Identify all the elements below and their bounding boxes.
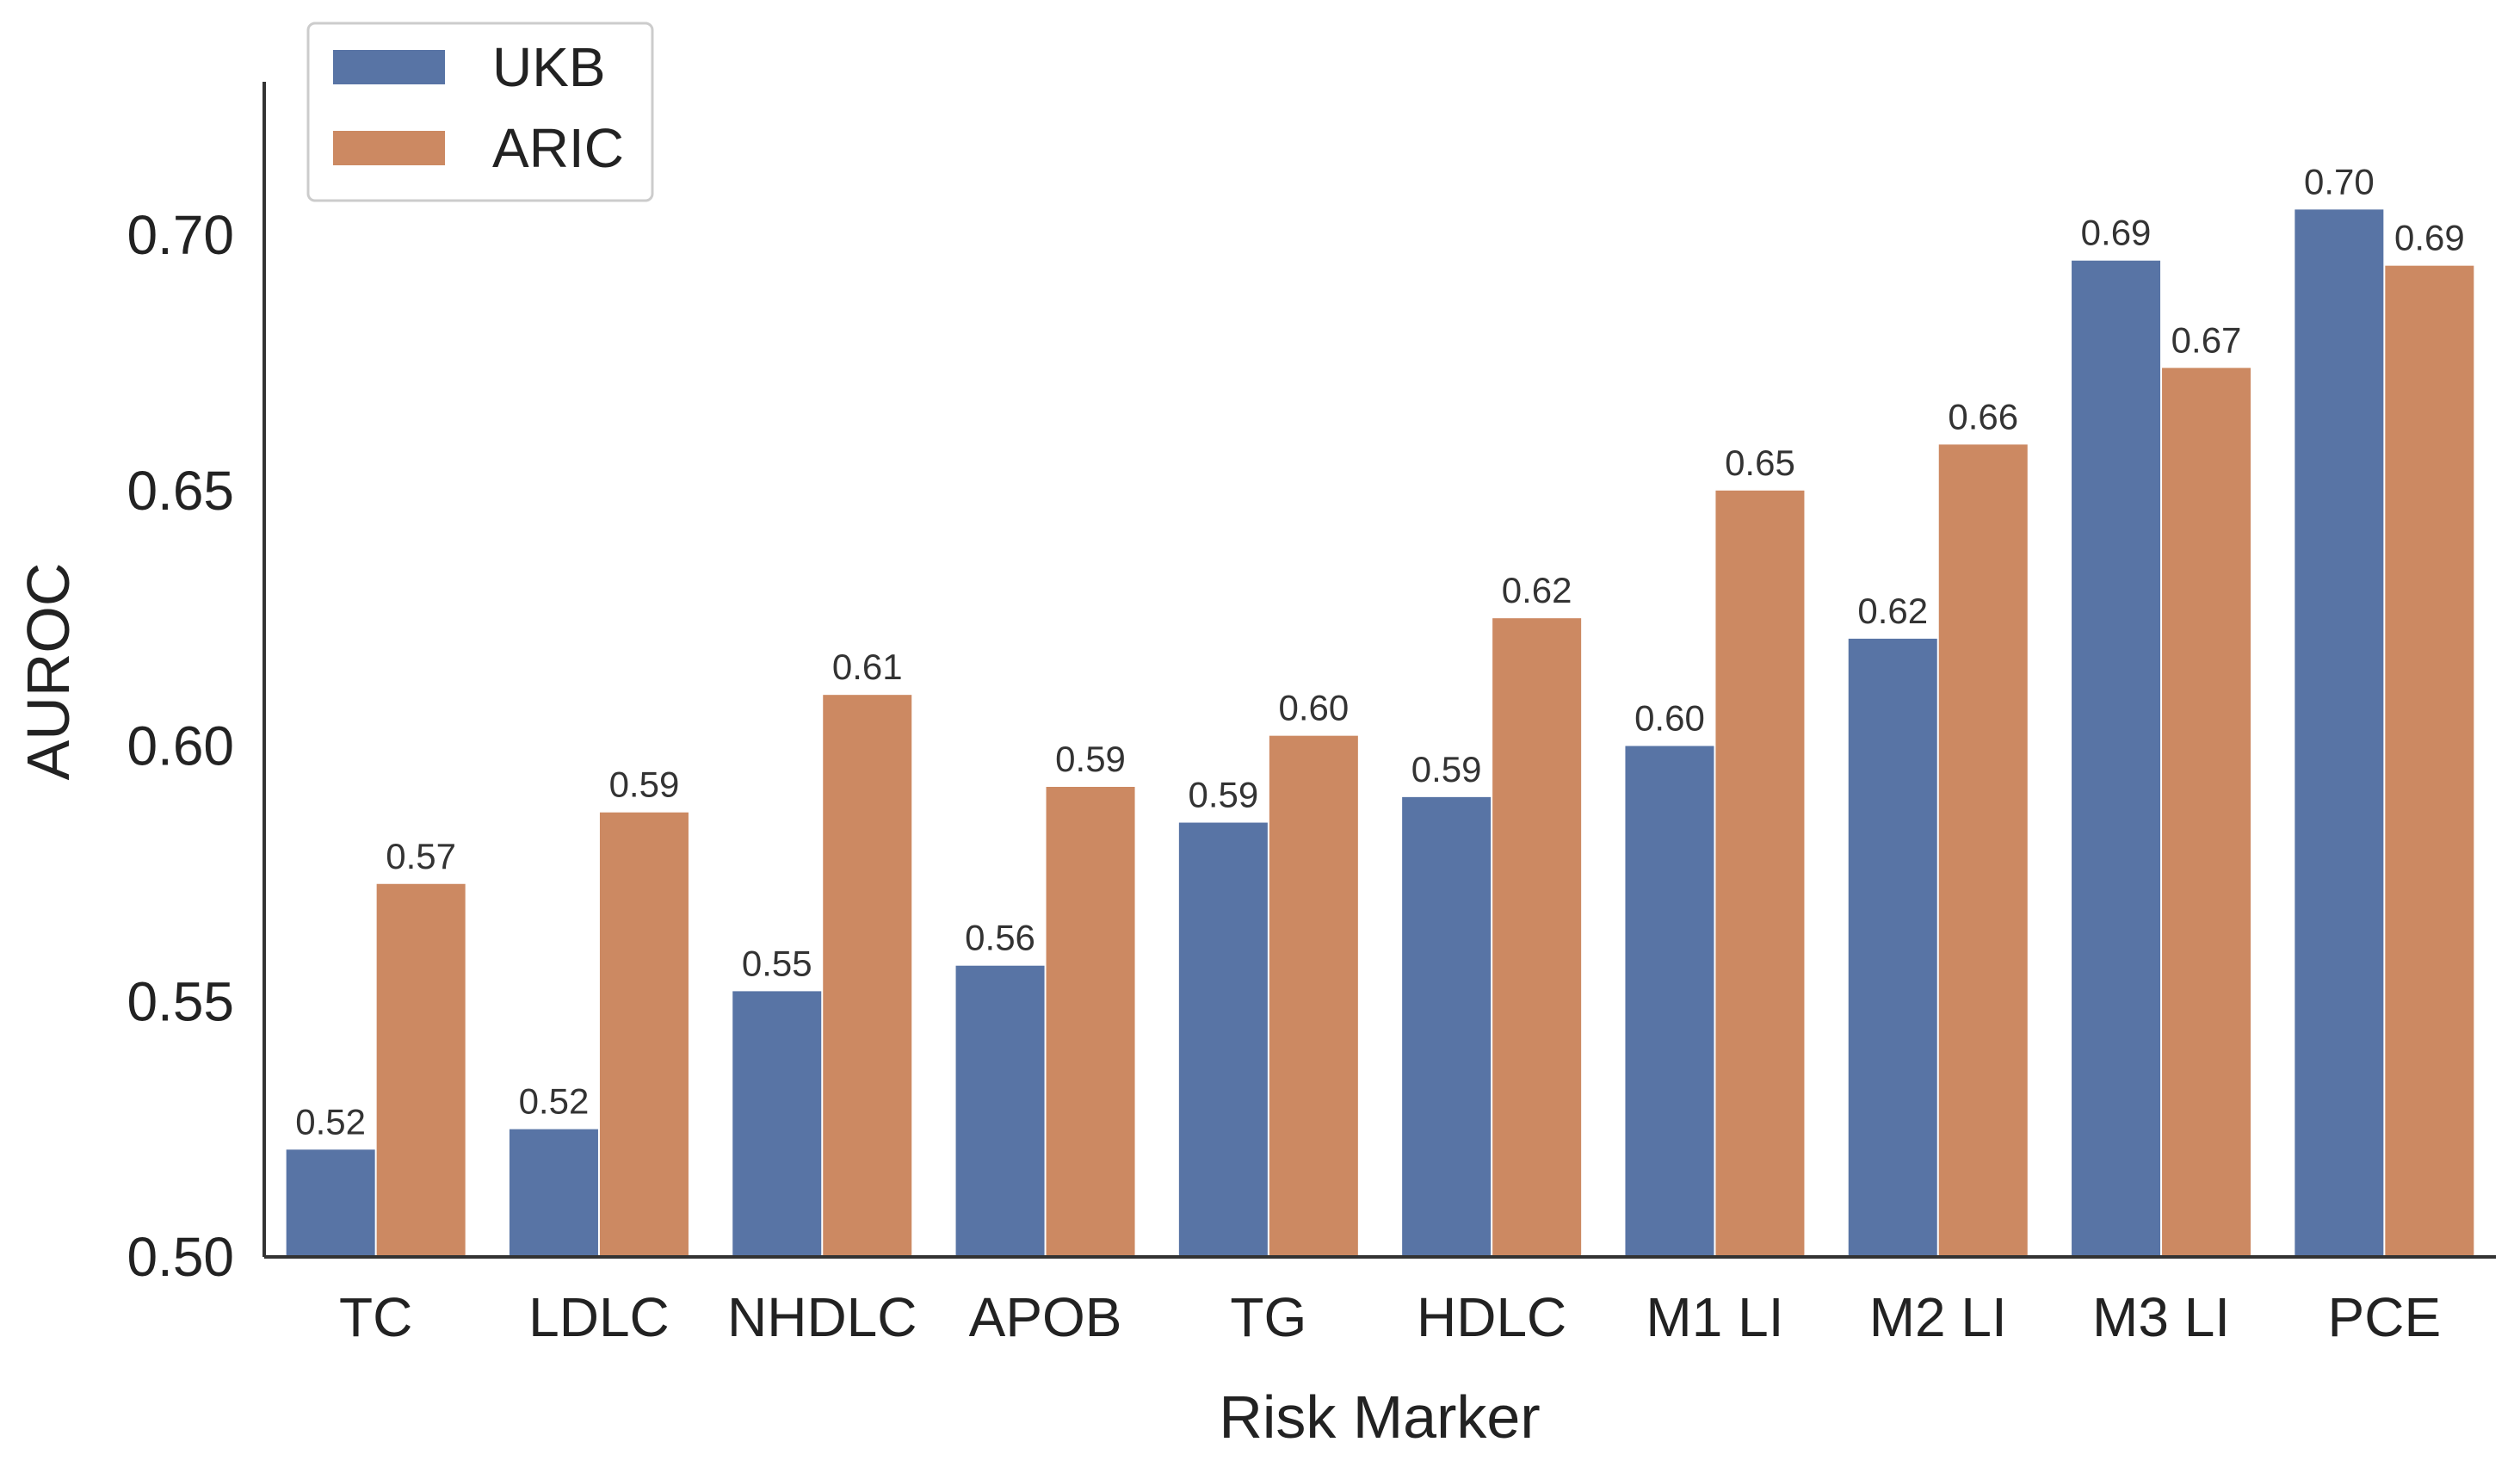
data-label-aric-m1-li: 0.65 <box>1725 443 1795 483</box>
bar-ukb-m1-li <box>1625 746 1714 1257</box>
x-tick-label-tc: TC <box>339 1286 412 1348</box>
data-label-ukb-nhdlc: 0.55 <box>742 943 812 983</box>
legend-swatch-ukb <box>333 50 445 84</box>
data-label-ukb-pce: 0.70 <box>2304 161 2375 201</box>
x-tick-label-m2-li: M2 LI <box>1869 1286 2007 1348</box>
data-label-aric-nhdlc: 0.61 <box>832 647 903 687</box>
bars-layer <box>286 209 2474 1258</box>
bar-ukb-nhdlc <box>732 991 822 1257</box>
bar-aric-apob <box>1046 787 1135 1257</box>
data-label-ukb-apob: 0.56 <box>965 918 1035 958</box>
data-label-aric-m2-li: 0.66 <box>1948 396 2018 436</box>
y-tick-labels: 0.50 0.55 0.60 0.65 0.70 <box>127 204 234 1288</box>
data-label-aric-tg: 0.60 <box>1278 688 1349 728</box>
data-labels-layer: 0.52 0.57 0.52 0.59 0.55 0.61 0.56 0.59 0.59 0.60… <box>295 161 2464 1142</box>
x-tick-label-tg: TG <box>1230 1286 1306 1348</box>
y-tick-label: 0.55 <box>127 970 234 1032</box>
bar-aric-tg <box>1269 735 1358 1257</box>
bar-ukb-tg <box>1178 822 1268 1257</box>
data-label-ukb-m2-li: 0.62 <box>1857 591 1928 631</box>
bar-aric-m1-li <box>1715 490 1805 1257</box>
y-tick-label: 0.70 <box>127 204 234 266</box>
bar-aric-nhdlc <box>823 695 912 1257</box>
bar-aric-m3-li <box>2162 368 2251 1257</box>
bar-aric-pce <box>2385 265 2474 1258</box>
y-axis-title: AUROC <box>15 563 82 781</box>
bar-aric-ldlc <box>599 812 689 1257</box>
x-tick-label-nhdlc: NHDLC <box>727 1286 917 1348</box>
data-label-ukb-tg: 0.59 <box>1188 775 1258 815</box>
data-label-aric-m3-li: 0.67 <box>2171 319 2242 360</box>
bar-ukb-apob <box>955 965 1045 1257</box>
bar-ukb-tc <box>286 1149 375 1257</box>
data-label-aric-pce: 0.69 <box>2394 218 2465 258</box>
legend-swatch-aric <box>333 131 445 165</box>
legend-label-aric: ARIC <box>492 117 624 179</box>
bar-ukb-ldlc <box>509 1129 598 1257</box>
data-label-ukb-tc: 0.52 <box>295 1101 366 1142</box>
bar-ukb-hdlc <box>1402 796 1492 1257</box>
bar-aric-hdlc <box>1492 618 1582 1257</box>
x-tick-label-hdlc: HDLC <box>1417 1286 1566 1348</box>
legend: UKB ARIC <box>306 22 654 202</box>
x-tick-label-m1-li: M1 LI <box>1646 1286 1783 1348</box>
data-label-ukb-ldlc: 0.52 <box>519 1081 590 1122</box>
x-tick-label-ldlc: LDLC <box>528 1286 670 1348</box>
y-tick-label: 0.65 <box>127 460 234 522</box>
x-tick-label-apob: APOB <box>969 1286 1122 1348</box>
data-label-aric-hdlc: 0.62 <box>1502 570 1572 610</box>
y-tick-label: 0.50 <box>127 1226 234 1288</box>
bar-ukb-m3-li <box>2072 260 2161 1257</box>
x-tick-label-m3-li: M3 LI <box>2092 1286 2230 1348</box>
x-tick-label-pce: PCE <box>2328 1286 2442 1348</box>
legend-label-ukb: UKB <box>492 36 606 98</box>
data-label-aric-ldlc: 0.59 <box>609 764 680 805</box>
bar-aric-m2-li <box>1938 444 2028 1257</box>
axes-layer <box>262 82 2496 1259</box>
bar-ukb-m2-li <box>1848 638 1937 1257</box>
y-tick-label: 0.60 <box>127 715 234 777</box>
data-label-ukb-m3-li: 0.69 <box>2081 213 2152 253</box>
x-axis-title: Risk Marker <box>1219 1383 1540 1451</box>
bar-aric-tc <box>376 883 466 1257</box>
data-label-aric-tc: 0.57 <box>386 836 456 876</box>
x-tick-labels: TC LDLC NHDLC APOB TG HDLC M1 LI M2 LI M3 LI PCE <box>339 1286 2441 1348</box>
data-label-ukb-m1-li: 0.60 <box>1634 698 1705 739</box>
data-label-aric-apob: 0.59 <box>1055 739 1126 779</box>
bar-ukb-pce <box>2295 209 2384 1257</box>
data-label-ukb-hdlc: 0.59 <box>1411 749 1482 789</box>
